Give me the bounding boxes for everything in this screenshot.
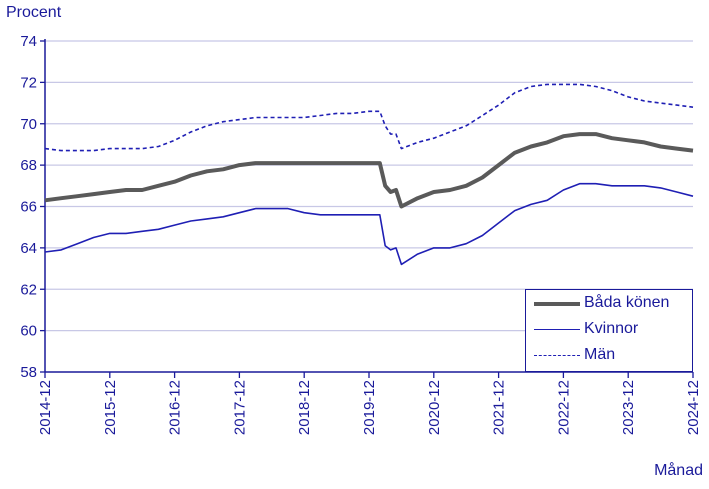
legend-label-man: Män — [584, 346, 616, 363]
x-tick-label: 2016-12 — [167, 380, 184, 435]
x-axis-title: Månad — [654, 462, 703, 479]
series-line-kvinnor — [44, 182, 694, 266]
x-tick-label: 2018-12 — [296, 380, 313, 435]
y-tick-label: 74 — [20, 33, 37, 50]
y-tick-label: 62 — [20, 281, 37, 298]
x-tick-label: 2020-12 — [426, 380, 443, 435]
legend-item-bada: Båda könen — [526, 293, 692, 315]
series-line-bada — [44, 132, 694, 209]
y-tick-label: 58 — [20, 364, 37, 381]
x-tick-label: 2022-12 — [555, 380, 572, 435]
x-tick-label: 2023-12 — [620, 380, 637, 435]
legend-label-kvinnor: Kvinnor — [584, 320, 639, 337]
y-tick-label: 70 — [20, 116, 37, 133]
x-tick-label: 2015-12 — [102, 380, 119, 435]
y-tick-label: 60 — [20, 323, 37, 340]
y-tick-label: 72 — [20, 74, 37, 91]
y-tick-label: 68 — [20, 157, 37, 174]
y-axis-title: Procent — [6, 4, 62, 21]
x-tick-label: 2017-12 — [231, 380, 248, 435]
x-tick-label: 2014-12 — [37, 380, 54, 435]
legend-swatch-kvinnor — [534, 329, 580, 330]
x-tick-label: 2021-12 — [491, 380, 508, 435]
x-tick-label: 2024-12 — [685, 380, 702, 435]
legend-label-bada: Båda könen — [584, 294, 670, 311]
legend-item-kvinnor: Kvinnor — [526, 319, 692, 341]
y-tick-label: 66 — [20, 199, 37, 216]
y-tick-label: 64 — [20, 240, 37, 257]
legend-item-man: Män — [526, 345, 692, 367]
legend-swatch-bada — [534, 302, 580, 306]
legend-swatch-man — [534, 355, 580, 356]
x-tick-label: 2019-12 — [361, 380, 378, 435]
series-line-man — [44, 83, 694, 152]
legend: Båda könen Kvinnor Män — [525, 289, 693, 372]
